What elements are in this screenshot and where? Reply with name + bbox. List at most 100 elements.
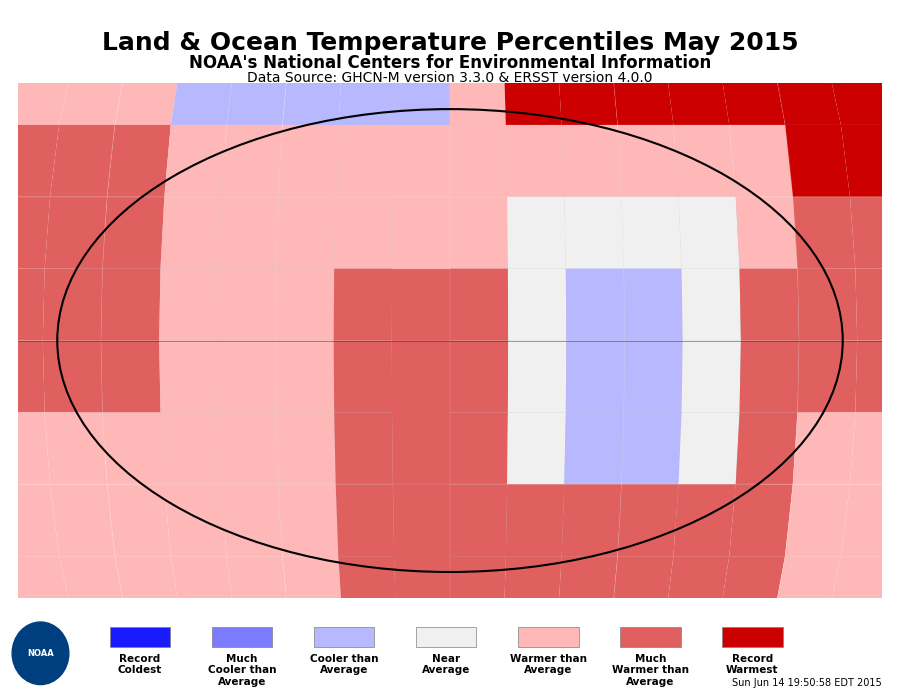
Polygon shape xyxy=(160,197,221,269)
Polygon shape xyxy=(855,269,900,341)
Polygon shape xyxy=(289,628,349,695)
Polygon shape xyxy=(652,0,718,54)
Polygon shape xyxy=(450,628,504,695)
Polygon shape xyxy=(562,484,621,556)
Polygon shape xyxy=(825,556,896,628)
Polygon shape xyxy=(101,269,160,341)
Polygon shape xyxy=(336,125,394,197)
Polygon shape xyxy=(621,412,681,484)
Polygon shape xyxy=(797,269,857,341)
Polygon shape xyxy=(343,0,400,54)
Text: Warmer than
Average: Warmer than Average xyxy=(509,654,587,676)
Polygon shape xyxy=(279,125,338,197)
Polygon shape xyxy=(855,341,900,412)
Polygon shape xyxy=(338,54,396,125)
Polygon shape xyxy=(508,269,566,341)
Polygon shape xyxy=(217,269,276,341)
Polygon shape xyxy=(771,54,841,125)
Polygon shape xyxy=(793,412,855,484)
Polygon shape xyxy=(334,412,393,484)
FancyBboxPatch shape xyxy=(620,627,680,648)
Polygon shape xyxy=(679,197,740,269)
Polygon shape xyxy=(896,125,900,197)
Polygon shape xyxy=(673,484,735,556)
Polygon shape xyxy=(45,412,107,484)
Polygon shape xyxy=(621,197,681,269)
Polygon shape xyxy=(396,628,450,695)
Polygon shape xyxy=(171,54,236,125)
FancyBboxPatch shape xyxy=(416,627,476,648)
Polygon shape xyxy=(59,556,129,628)
Polygon shape xyxy=(0,0,46,54)
Polygon shape xyxy=(392,412,450,484)
FancyBboxPatch shape xyxy=(314,627,374,648)
Polygon shape xyxy=(718,54,785,125)
Polygon shape xyxy=(551,0,611,54)
Polygon shape xyxy=(0,125,4,197)
Polygon shape xyxy=(289,0,349,54)
Polygon shape xyxy=(0,341,45,412)
Polygon shape xyxy=(624,269,683,341)
Polygon shape xyxy=(43,269,103,341)
Polygon shape xyxy=(21,0,96,54)
Polygon shape xyxy=(507,197,566,269)
Text: Data Source: GHCN-M version 3.3.0 & ERSST version 4.0.0: Data Source: GHCN-M version 3.3.0 & ERSS… xyxy=(248,71,652,85)
Polygon shape xyxy=(504,556,562,628)
Polygon shape xyxy=(21,628,96,695)
Polygon shape xyxy=(50,125,115,197)
Polygon shape xyxy=(217,341,276,412)
Polygon shape xyxy=(182,0,248,54)
Polygon shape xyxy=(4,556,75,628)
Polygon shape xyxy=(506,125,564,197)
Polygon shape xyxy=(564,197,624,269)
Polygon shape xyxy=(159,341,219,412)
Polygon shape xyxy=(617,484,679,556)
Polygon shape xyxy=(557,556,617,628)
Polygon shape xyxy=(652,628,718,695)
Polygon shape xyxy=(236,628,299,695)
Ellipse shape xyxy=(58,109,842,572)
FancyBboxPatch shape xyxy=(518,627,579,648)
Polygon shape xyxy=(729,484,793,556)
Text: Much
Cooler than
Average: Much Cooler than Average xyxy=(208,654,276,687)
Polygon shape xyxy=(165,484,227,556)
Polygon shape xyxy=(227,556,289,628)
Polygon shape xyxy=(735,197,797,269)
Polygon shape xyxy=(338,556,396,628)
Polygon shape xyxy=(392,269,450,341)
Polygon shape xyxy=(171,556,236,628)
Polygon shape xyxy=(0,197,50,269)
Polygon shape xyxy=(854,628,900,695)
Polygon shape xyxy=(219,412,279,484)
Polygon shape xyxy=(562,125,621,197)
Polygon shape xyxy=(334,269,392,341)
Polygon shape xyxy=(450,54,506,125)
Polygon shape xyxy=(500,628,557,695)
Polygon shape xyxy=(393,484,450,556)
Text: Sun Jun 14 19:50:58 EDT 2015: Sun Jun 14 19:50:58 EDT 2015 xyxy=(733,678,882,688)
Polygon shape xyxy=(396,0,450,54)
Text: NOAA: NOAA xyxy=(27,649,54,657)
Polygon shape xyxy=(283,556,343,628)
Polygon shape xyxy=(673,125,735,197)
Circle shape xyxy=(12,622,68,685)
Polygon shape xyxy=(334,197,393,269)
Polygon shape xyxy=(681,341,741,412)
Polygon shape xyxy=(227,54,289,125)
Polygon shape xyxy=(160,412,221,484)
Polygon shape xyxy=(275,269,334,341)
Polygon shape xyxy=(566,269,625,341)
Polygon shape xyxy=(43,341,103,412)
Polygon shape xyxy=(664,556,729,628)
Polygon shape xyxy=(753,628,825,695)
Polygon shape xyxy=(221,484,283,556)
Polygon shape xyxy=(0,484,4,556)
Polygon shape xyxy=(236,0,299,54)
Polygon shape xyxy=(165,125,227,197)
Polygon shape xyxy=(825,54,896,125)
Polygon shape xyxy=(450,269,508,341)
Polygon shape xyxy=(508,341,566,412)
Polygon shape xyxy=(129,628,198,695)
Polygon shape xyxy=(393,125,450,197)
Polygon shape xyxy=(797,341,857,412)
